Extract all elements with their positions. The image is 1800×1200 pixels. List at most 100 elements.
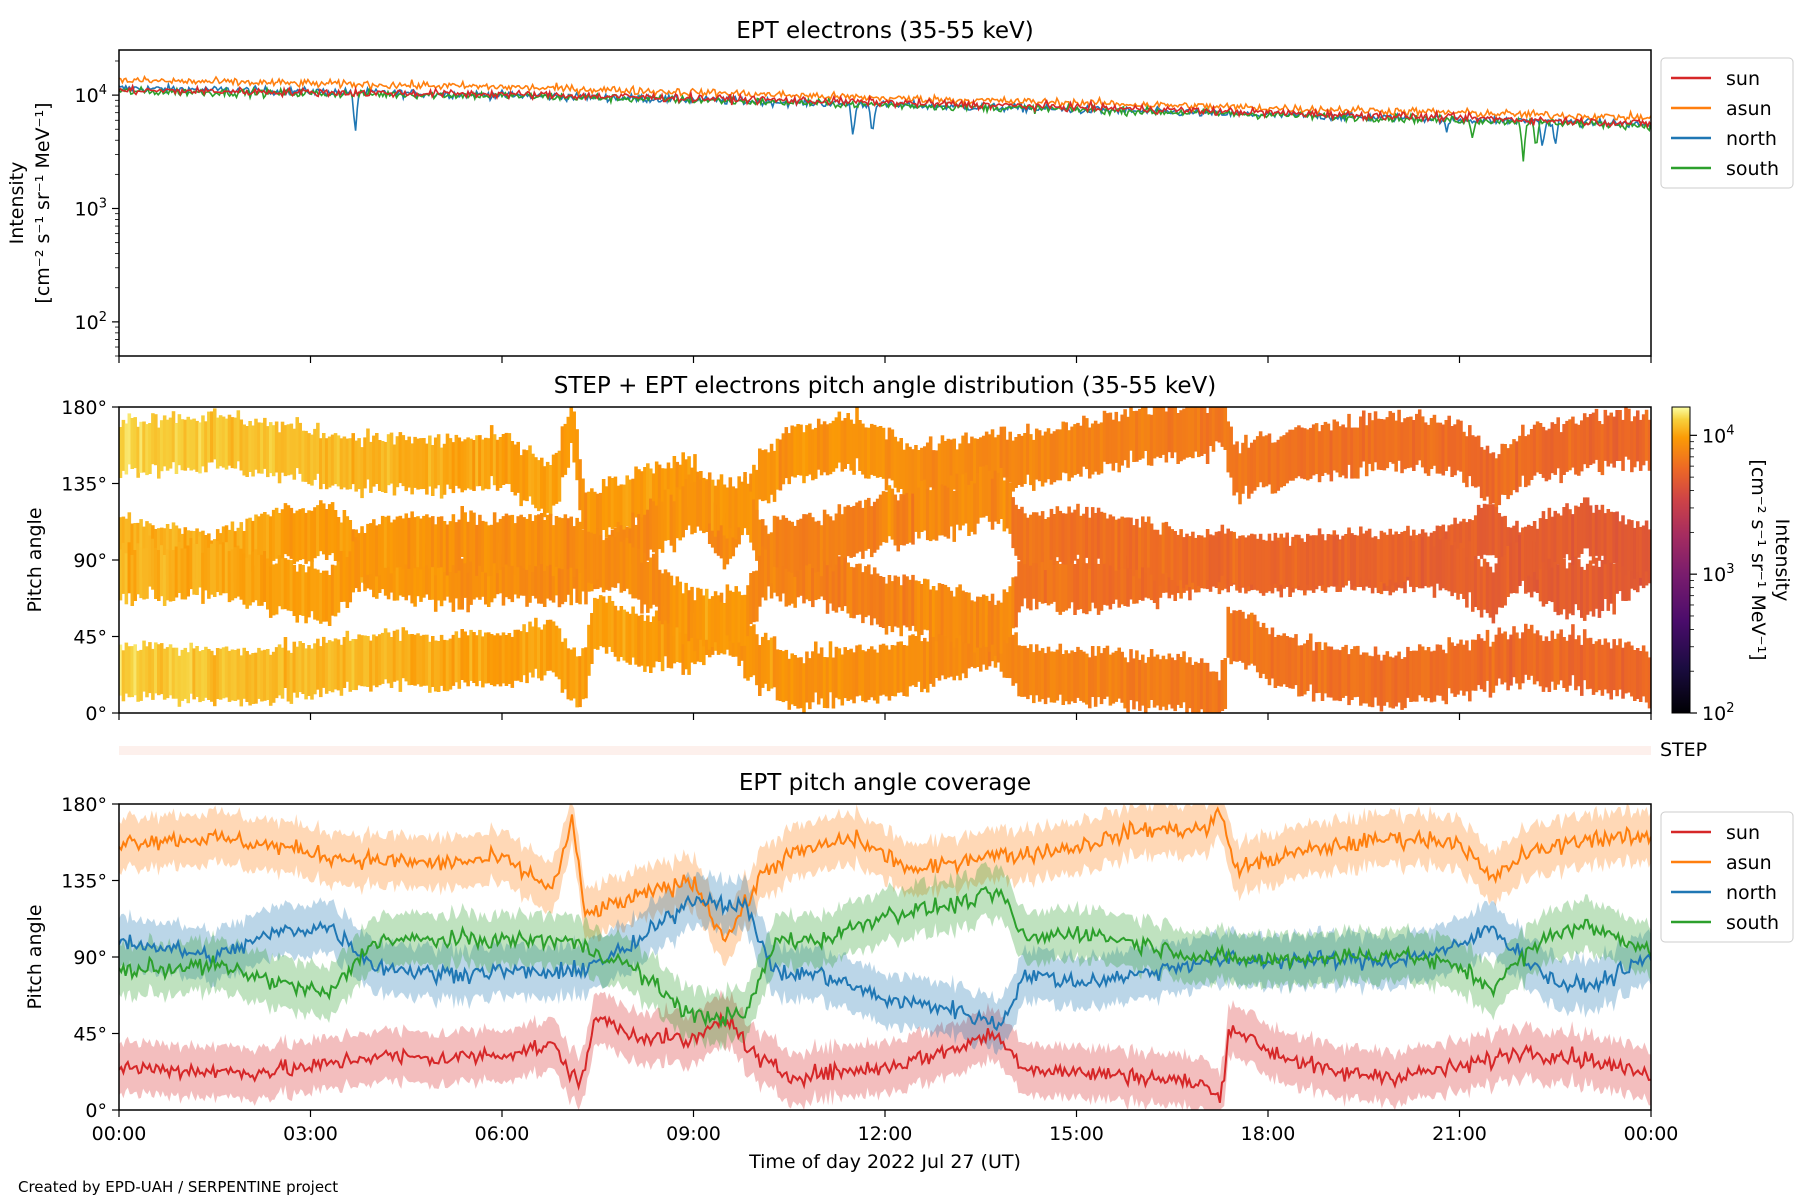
pad-cell: [1500, 556, 1504, 608]
pad-cell: [1541, 426, 1546, 478]
pad-cell: [557, 517, 562, 569]
pad-cell: [831, 520, 836, 572]
x-tick-label: 03:00: [283, 1123, 338, 1145]
pad-cell: [999, 426, 1004, 478]
pad-cell: [251, 520, 255, 572]
pad-cell: [651, 553, 656, 605]
pad-cell: [649, 622, 653, 673]
pad-cell: [716, 479, 721, 531]
pad-cell: [1591, 565, 1596, 617]
pad-cell: [940, 584, 945, 635]
pad-cell: [1370, 537, 1375, 589]
pad-cell: [846, 650, 850, 701]
pad-cell: [964, 432, 968, 484]
pad-cell: [1196, 663, 1201, 713]
pad-cell: [1002, 589, 1007, 641]
pad-cell: [1535, 528, 1540, 580]
pad-cell: [908, 491, 912, 543]
pad-cell: [1252, 439, 1257, 491]
pad-cell: [1550, 551, 1555, 603]
pad-cell: [1111, 552, 1116, 604]
pad-cell: [274, 647, 279, 699]
pad-cell: [1591, 512, 1596, 564]
pad-cell: [825, 657, 830, 709]
pad-cell: [292, 428, 297, 480]
pad-cell: [342, 550, 347, 602]
pad-cell: [1046, 554, 1051, 606]
pad-cell: [127, 512, 132, 564]
pad-cell: [601, 540, 606, 592]
pad-cell: [551, 454, 556, 506]
pad-cell: [1070, 650, 1074, 702]
pad-cell: [852, 567, 856, 619]
pad-cell: [1096, 646, 1101, 698]
pad-cell: [1515, 542, 1519, 594]
pad-cell: [1441, 424, 1446, 476]
pad-cell: [121, 516, 126, 568]
pad-cell: [731, 591, 736, 643]
pad-cell: [1524, 623, 1528, 675]
pad-cell: [1459, 542, 1463, 594]
pad-cell: [263, 649, 267, 701]
pad-cell: [1585, 497, 1590, 549]
pad-cell: [1223, 407, 1228, 450]
pad-cell: [1532, 424, 1537, 476]
pad-cell: [1568, 419, 1572, 471]
colorbar-tick-label-exp: 2: [1726, 701, 1734, 716]
pad-cell: [1447, 540, 1451, 592]
pad-cell: [230, 417, 235, 469]
pad-cell: [663, 569, 668, 621]
pad-cell: [911, 493, 915, 545]
pad-cell: [784, 555, 789, 607]
pad-cell: [1002, 626, 1007, 678]
pad-cell: [537, 460, 541, 512]
pad-cell: [946, 626, 951, 678]
pad-cell: [696, 475, 700, 527]
pad-cell: [1547, 641, 1552, 692]
pad-cell: [976, 596, 980, 648]
pad-cell: [843, 647, 847, 699]
pad-cell: [1529, 526, 1534, 577]
pad-cell: [1073, 509, 1077, 561]
x-tick-label: 12:00: [858, 1123, 913, 1145]
pad-cell: [911, 449, 915, 501]
pad-cell: [1606, 509, 1611, 560]
pad-cell: [484, 437, 488, 489]
pad-cell: [1297, 534, 1301, 586]
pad-cell: [171, 647, 176, 699]
pad-cell: [469, 510, 473, 562]
intensity-line-sun: [119, 83, 1651, 129]
pad-cell: [893, 645, 898, 697]
pad-cell: [1562, 424, 1566, 475]
pad-cell: [310, 648, 314, 700]
pad-cell: [802, 432, 806, 484]
pad-cell: [254, 418, 258, 470]
pad-cell: [887, 427, 892, 479]
pad-cell: [545, 514, 550, 566]
pad-cell: [519, 631, 523, 683]
pad-cell: [386, 515, 391, 567]
pad-cell: [1279, 635, 1284, 687]
pad-cell: [1199, 658, 1204, 710]
pad-cell: [1582, 629, 1587, 681]
pad-cell: [313, 507, 317, 559]
pad-cell: [722, 484, 727, 536]
legend-label-north: north: [1726, 128, 1777, 150]
pad-cell: [189, 419, 193, 471]
pad-cell: [1638, 419, 1643, 471]
pad-cell: [430, 636, 435, 687]
pad-cell: [940, 484, 945, 536]
pad-cell: [227, 551, 232, 603]
pad-cell: [958, 584, 962, 636]
pad-cell: [1132, 552, 1136, 604]
pad-cell: [796, 519, 800, 571]
pad-cell: [1149, 649, 1154, 700]
pad-cell: [958, 629, 962, 681]
pad-cell: [528, 514, 532, 566]
pad-cell: [923, 578, 927, 630]
pad-cell: [148, 535, 152, 587]
pad-cell: [1061, 513, 1066, 565]
pad-cell: [1344, 534, 1348, 586]
pad-cell: [1594, 408, 1599, 460]
y-tick-label-exp: 3: [99, 196, 107, 211]
